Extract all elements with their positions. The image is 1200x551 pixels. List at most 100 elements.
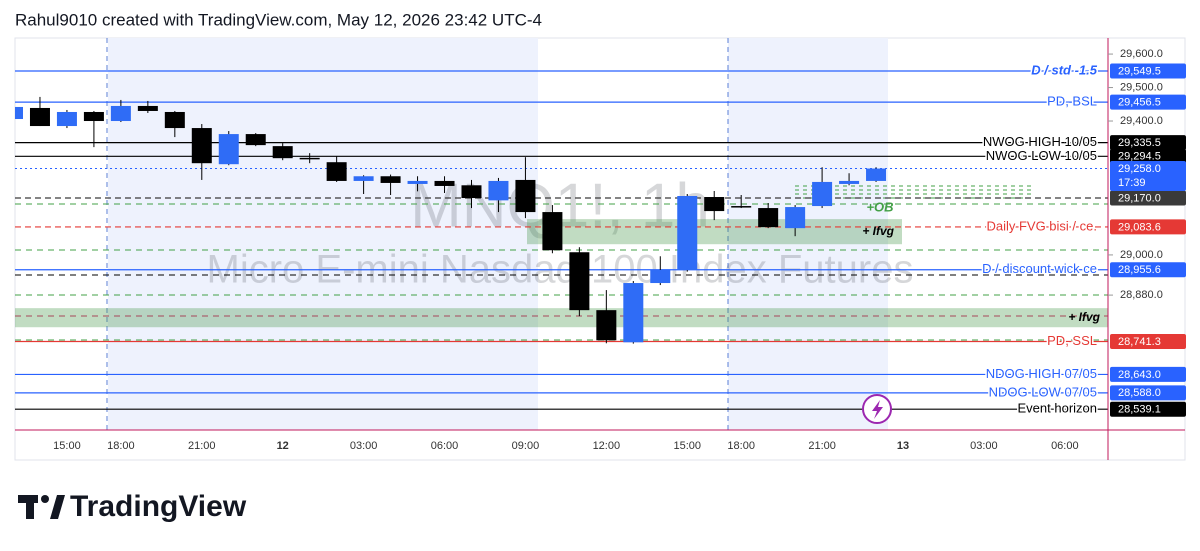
level-label: PD, BSL	[1047, 94, 1097, 109]
candle-body	[380, 176, 401, 183]
x-tick-label: 21:00	[188, 440, 216, 452]
price-tag-label: 29,294.5	[1118, 151, 1161, 163]
annotation: +OB	[866, 199, 893, 214]
x-tick-label: 03:00	[350, 440, 378, 452]
price-tag-label: 28,955.6	[1118, 264, 1161, 276]
level-label: NDOG LOW 07/05	[989, 384, 1097, 399]
price-tag	[1110, 219, 1186, 235]
price-tag	[1110, 135, 1186, 151]
x-tick-label: 12	[277, 440, 289, 452]
candle-body	[785, 207, 806, 229]
price-tag-label: 28,643.0	[1118, 369, 1161, 381]
y-tick-label: 29,600.0	[1120, 48, 1163, 60]
y-tick-label: 29,000.0	[1120, 249, 1163, 261]
y-tick-label: 29,400.0	[1120, 115, 1163, 127]
price-tag-label: 28,588.0	[1118, 387, 1161, 399]
zone-label: + Ifvg	[862, 224, 894, 238]
level-label: D / discount wick ce	[982, 261, 1097, 276]
price-tag	[1110, 94, 1186, 110]
x-tick-label: 12:00	[593, 440, 621, 452]
candle-body	[137, 105, 158, 111]
price-tag-label: 28,741.3	[1118, 336, 1161, 348]
x-tick-label: 15:00	[53, 440, 81, 452]
candle-body	[434, 180, 455, 186]
candle-body	[245, 134, 266, 146]
candle-body	[812, 181, 833, 207]
countdown: 17:39	[1118, 177, 1146, 189]
level-label: PD, SSL	[1047, 333, 1097, 348]
x-tick-label: 15:00	[673, 440, 701, 452]
fvg-zone	[15, 308, 1108, 328]
candle-body	[218, 134, 239, 165]
alert-bolt	[872, 400, 883, 419]
price-tag-label: 29,170.0	[1118, 192, 1161, 204]
chart-frame	[14, 37, 1186, 461]
price-tag	[1110, 148, 1186, 164]
x-tick-label: 06:00	[431, 440, 459, 452]
candle-body	[461, 185, 482, 199]
candle-body	[83, 111, 104, 122]
fvg-zone	[527, 219, 902, 245]
candle-body	[164, 111, 185, 129]
candle-body	[407, 180, 428, 184]
session-shade	[108, 38, 538, 430]
price-tag-label: 29,456.5	[1118, 97, 1161, 109]
brand-logo	[18, 495, 65, 519]
candle-body	[569, 252, 590, 311]
level-label: NWOG HIGH 10/05	[983, 134, 1097, 149]
x-tick-label: 21:00	[808, 440, 836, 452]
zone-label: + Ifvg	[1068, 310, 1100, 324]
level-label: NWOG LOW 10/05	[986, 148, 1097, 163]
candle-body	[299, 157, 320, 160]
price-tag	[1110, 190, 1186, 206]
brand-name: TradingView	[70, 490, 247, 523]
last-price-tag	[1110, 161, 1186, 192]
x-tick-label: 18:00	[727, 440, 755, 452]
level-label: Daily FVG bisi / ce.	[986, 218, 1097, 233]
candle-body	[56, 111, 77, 127]
candle-body	[758, 208, 779, 228]
price-tag	[1110, 385, 1186, 401]
last-price-label: 29,258.0	[1118, 163, 1161, 175]
price-tag-label: 29,335.5	[1118, 137, 1161, 149]
candle-body	[326, 162, 347, 181]
candle-body	[731, 206, 752, 208]
y-tick-label: 29,500.0	[1120, 81, 1163, 93]
price-tag-label: 29,083.6	[1118, 221, 1161, 233]
candle-body	[866, 168, 887, 181]
candle-body	[353, 176, 374, 181]
header-title: Rahul9010 created with TradingView.com, …	[15, 10, 542, 29]
level-label: D / std -1.5	[1031, 62, 1098, 77]
candle-body	[677, 196, 698, 270]
candle-body	[15, 106, 23, 120]
x-tick-label: 09:00	[512, 440, 540, 452]
candle-body	[650, 269, 671, 284]
level-label: NDOG HIGH 07/05	[986, 366, 1097, 381]
candle-body	[191, 128, 212, 164]
x-tick-label: 18:00	[107, 440, 135, 452]
candle-body	[272, 146, 293, 159]
candle-body	[542, 212, 563, 251]
candle-body	[110, 105, 131, 122]
price-tag-label: 29,549.5	[1118, 65, 1161, 77]
price-tag	[1110, 366, 1186, 382]
candle-body	[515, 179, 536, 213]
session-shade	[728, 38, 888, 430]
x-tick-label: 03:00	[970, 440, 998, 452]
price-tag	[1110, 334, 1186, 350]
plot	[15, 70, 1108, 410]
candle-body	[29, 107, 50, 127]
price-tag	[1110, 262, 1186, 278]
candle-body	[596, 310, 617, 341]
x-tick-label: 13	[897, 440, 909, 452]
level-label: Event horizon	[1018, 401, 1098, 416]
y-tick-label: 28,880.0	[1120, 289, 1163, 301]
x-tick-label: 06:00	[1051, 440, 1079, 452]
price-tag	[1110, 63, 1186, 79]
price-tag	[1110, 401, 1186, 417]
candle-body	[839, 180, 860, 184]
price-tag-label: 28,539.1	[1118, 404, 1161, 416]
candle-body	[704, 197, 725, 212]
candle-body	[488, 180, 509, 201]
